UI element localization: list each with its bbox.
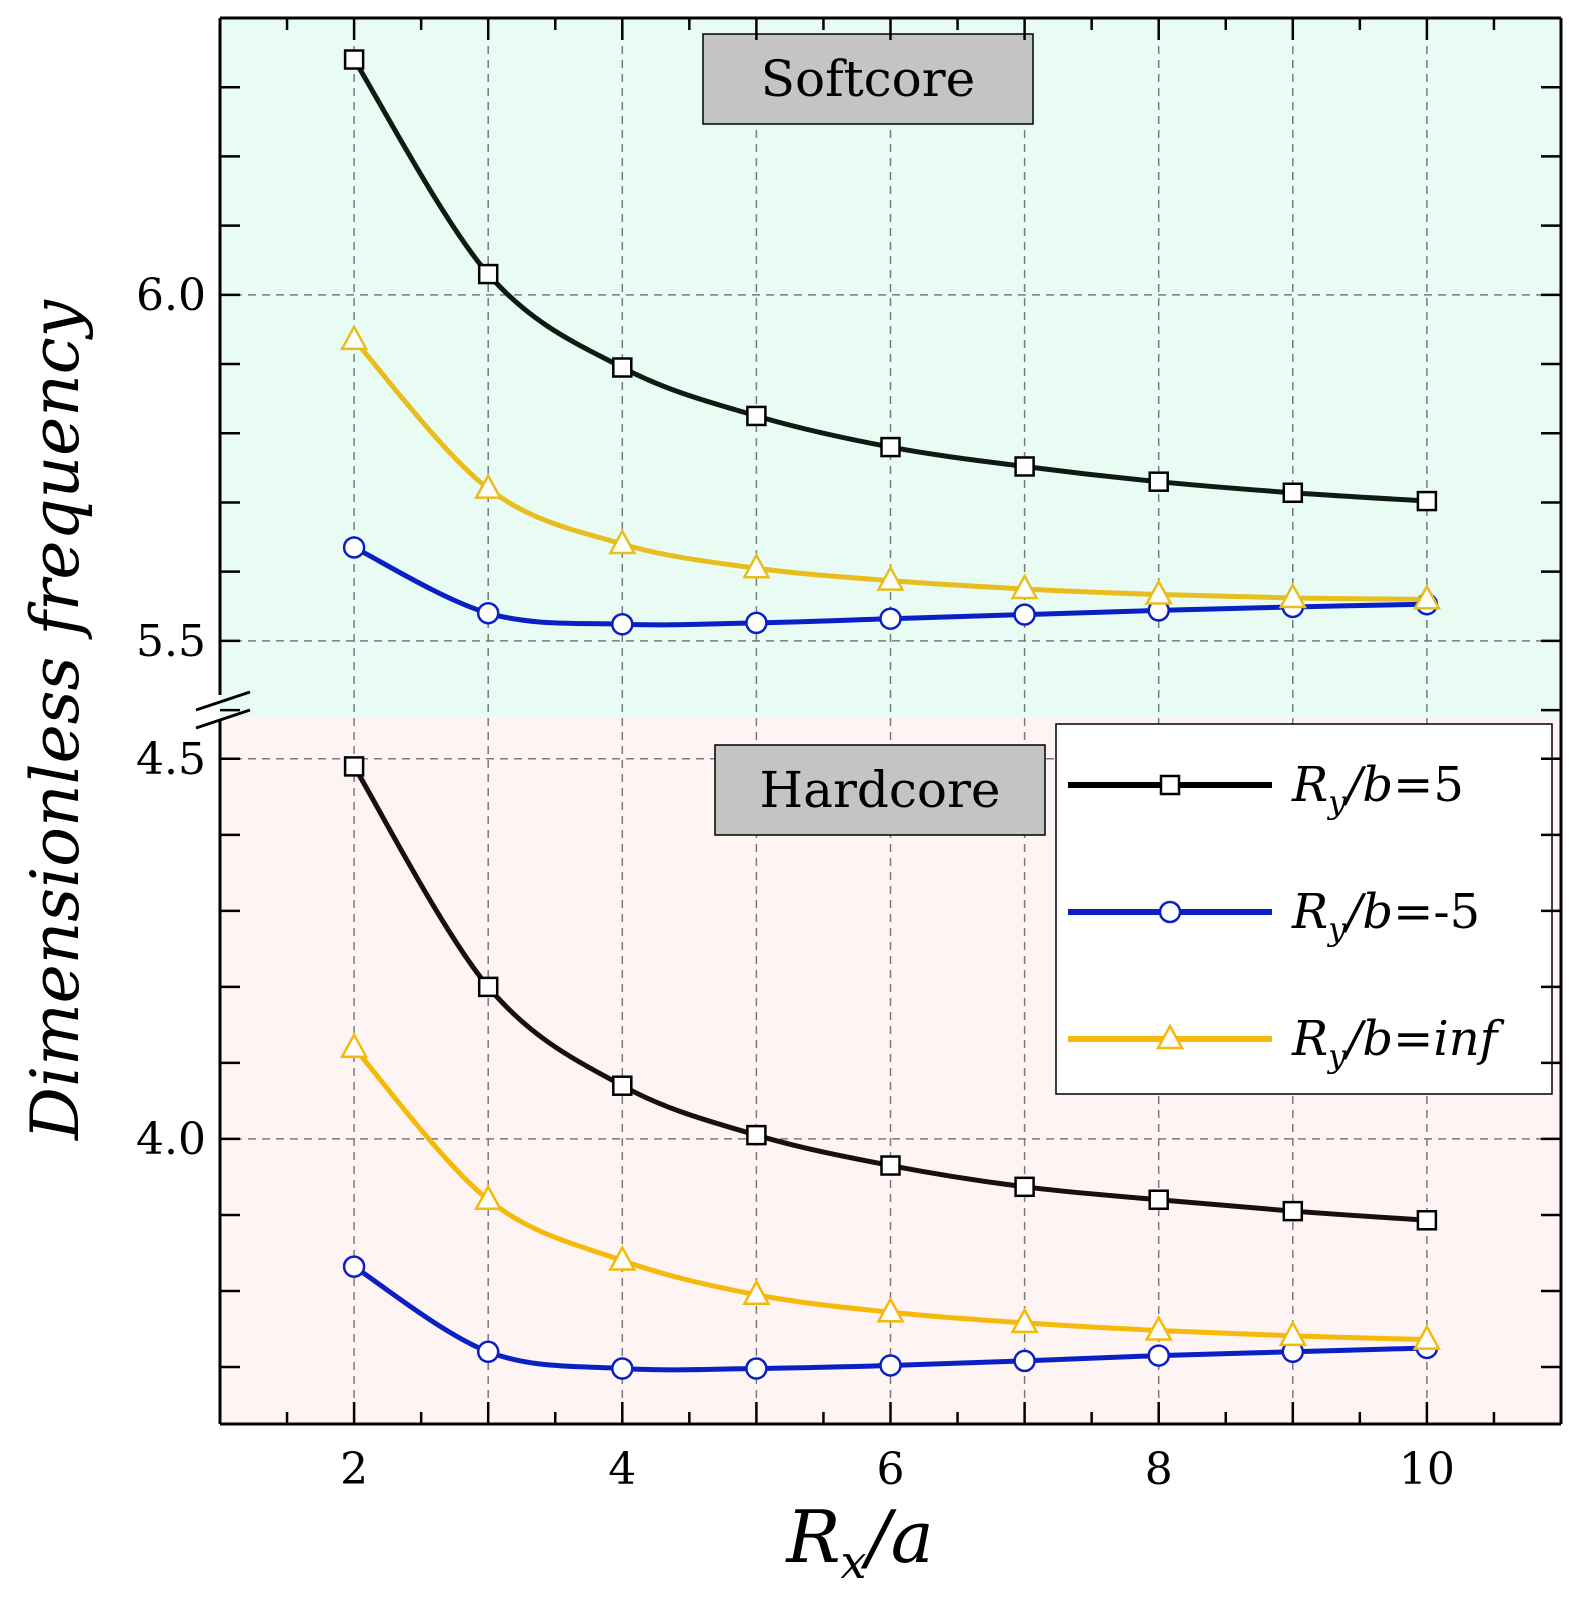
region-label-text-hardcore: Hardcore [760,761,1001,819]
data-point-hardcore-ry-b-neg5-x4 [611,1357,634,1380]
legend-label-1: Ry/b=5 [1291,757,1464,821]
data-point-softcore-ry-b-inf-x6 [876,565,905,591]
x-tick-label-4: 4 [608,1444,636,1495]
data-point-hardcore-ry-b-5-x5 [746,1124,767,1146]
data-point-hardcore-ry-b-5-x6 [880,1155,901,1176]
data-point-hardcore-ry-b-5-x3 [477,976,499,998]
data-point-softcore-ry-b-inf-x2 [339,324,369,351]
data-point-softcore-ry-b-inf-x7 [1010,573,1039,600]
data-point-softcore-ry-b-neg5-x5 [745,611,768,635]
series-hardcore-ry-b-5 [343,756,1438,1231]
region-label-box-softcore [702,33,1034,125]
x-axis-title: Rx/a [784,1495,933,1589]
data-point-softcore-ry-b-neg5-x7 [1013,603,1036,626]
y-tick-label-softcore-0: 5.5 [136,616,206,667]
data-point-hardcore-ry-b-inf-x7 [1010,1307,1039,1334]
legend-marker-2 [1158,900,1182,924]
data-point-hardcore-ry-b-neg5-x3 [476,1340,500,1364]
legend: Ry/b=5 Ry/b=-5 Ry/b=inf [1055,723,1553,1095]
series-softcore-ry-b-5 [343,49,1438,512]
data-point-hardcore-ry-b-5-x10 [1416,1210,1438,1231]
axis-break-mark-1 [195,690,251,712]
region-labels: Softcore Hardcore [702,33,1046,836]
series-hardcore-ry-b-inf [339,1032,1442,1350]
series-softcore-ry-b-neg5 [342,536,1439,636]
region-label-box-hardcore [714,744,1046,836]
data-point-softcore-ry-b-5-x7 [1014,456,1035,477]
axes: 2 4 6 8 10 5.5 6.0 4.0 4.5 Rx/a Dimensionless freq… [17,16,1563,1589]
data-point-hardcore-ry-b-neg5-x2 [342,1255,366,1278]
y-tick-label-hardcore-0: 4.0 [136,1114,206,1165]
data-point-softcore-ry-b-5-x3 [477,263,499,285]
legend-entry-1: Ry/b=5 [1068,757,1464,821]
data-point-hardcore-ry-b-inf-x2 [339,1032,369,1058]
data-point-softcore-ry-b-neg5-x2 [342,536,366,559]
legend-label-2: Ry/b=-5 [1291,884,1480,948]
data-point-hardcore-ry-b-5-x9 [1282,1200,1304,1222]
region-label-hardcore: Hardcore [714,744,1046,836]
series-softcore-ry-b-inf [339,324,1442,610]
data-point-softcore-ry-b-neg5-x6 [879,607,902,630]
y-tick-label-softcore-1: 6.0 [136,270,206,321]
data-point-softcore-ry-b-5-x5 [746,405,767,427]
data-point-softcore-ry-b-5-x2 [343,49,365,70]
data-point-softcore-ry-b-neg5-x3 [476,601,500,625]
data-point-hardcore-ry-b-inf-x10 [1412,1324,1442,1350]
data-point-hardcore-ry-b-inf-x5 [742,1279,771,1306]
data-point-hardcore-ry-b-inf-x3 [474,1184,503,1210]
data-point-softcore-ry-b-inf-x4 [608,528,637,555]
x-tick-label-2: 2 [340,1444,368,1495]
data-point-hardcore-ry-b-5-x7 [1014,1176,1035,1198]
data-point-softcore-ry-b-5-x10 [1416,490,1438,512]
y-tick-label-hardcore-1: 4.5 [136,734,206,785]
data-point-hardcore-ry-b-neg5-x8 [1147,1344,1170,1367]
data-point-hardcore-ry-b-inf-x6 [876,1296,905,1323]
data-point-hardcore-ry-b-inf-x4 [608,1244,637,1271]
data-point-softcore-ry-b-inf-x8 [1144,578,1173,605]
data-point-hardcore-ry-b-neg5-x6 [879,1354,902,1377]
data-point-hardcore-ry-b-inf-x8 [1144,1314,1173,1341]
data-point-hardcore-ry-b-inf-x9 [1278,1320,1307,1347]
x-tick-label-8: 8 [1145,1444,1173,1495]
data-point-hardcore-ry-b-neg5-x5 [745,1357,768,1380]
legend-entry-3: Ry/b=inf [1068,1011,1505,1075]
data-point-softcore-ry-b-inf-x5 [742,552,771,579]
series-layer [339,49,1442,1380]
data-point-softcore-ry-b-inf-x10 [1412,583,1442,610]
legend-marker-1 [1159,774,1181,796]
data-point-softcore-ry-b-5-x4 [612,357,633,378]
data-point-softcore-ry-b-5-x9 [1282,482,1304,504]
data-point-softcore-ry-b-inf-x9 [1278,582,1307,609]
axis-break-mark-2 [195,708,251,730]
y-axis-title: Dimensionless frequency [17,299,94,1141]
x-tick-label-10: 10 [1399,1444,1455,1495]
data-point-hardcore-ry-b-neg5-x7 [1013,1349,1036,1373]
data-point-softcore-ry-b-5-x6 [880,436,901,458]
gridlines [220,18,1561,1424]
series-line-softcore-ry-b-inf [352,338,1427,602]
data-point-hardcore-ry-b-5-x4 [612,1075,633,1096]
data-point-hardcore-ry-b-5-x8 [1148,1189,1169,1210]
legend-marker-3 [1155,1023,1185,1050]
region-label-softcore: Softcore [702,33,1034,125]
data-point-softcore-ry-b-neg5-x4 [611,613,634,636]
legend-label-3: Ry/b=inf [1291,1011,1505,1075]
data-point-softcore-ry-b-inf-x3 [474,473,503,499]
region-label-text-softcore: Softcore [761,50,976,108]
x-tick-label-6: 6 [877,1444,905,1495]
legend-entry-2: Ry/b=-5 [1068,884,1480,948]
data-point-hardcore-ry-b-5-x2 [343,756,365,777]
data-point-softcore-ry-b-5-x8 [1148,471,1169,492]
